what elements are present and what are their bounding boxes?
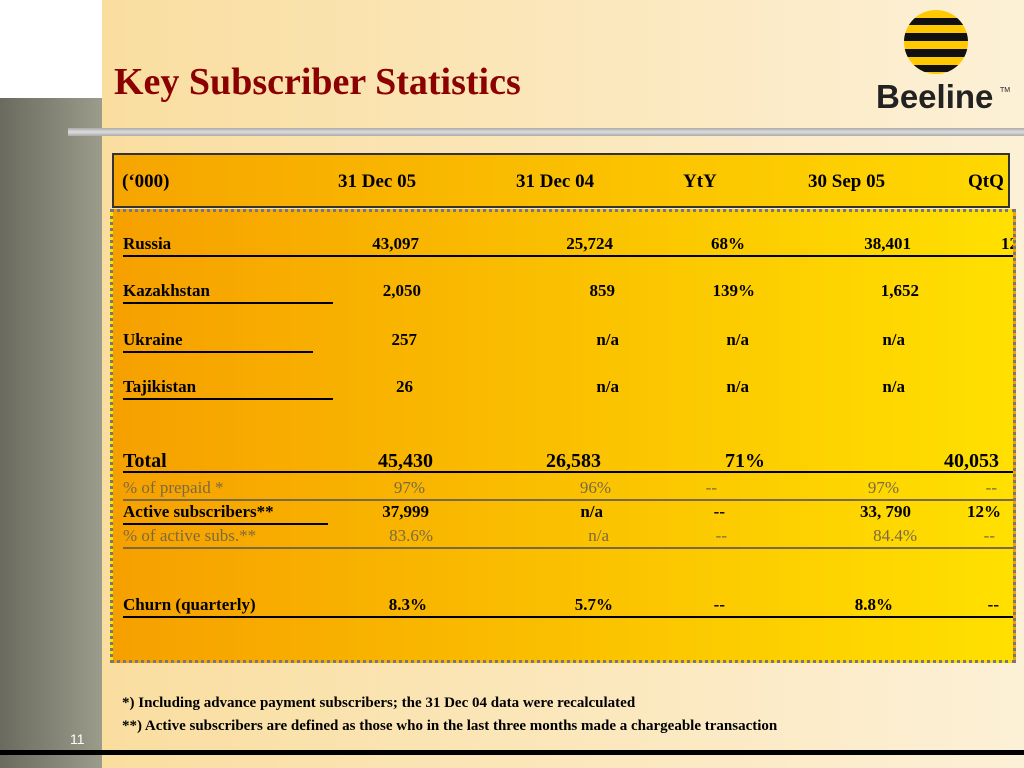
cell: 84.4% [873,526,917,545]
cell: 38,401 [864,234,911,253]
row-rule [123,547,1013,549]
row-label: Ukraine [123,330,183,349]
logo-mark: TM [1000,87,1010,94]
cell: 68% [711,234,745,253]
header-row: (‘000) 31 Dec 05 31 Dec 04 YtY 30 Sep 05 QtQ [112,153,1010,208]
cell: 8.8% [854,595,893,614]
row-rule [123,499,1013,501]
title: Key Subscriber Statistics [114,61,521,103]
row-rule [123,523,328,525]
cell: 12% [1001,234,1013,253]
row-label: Russia [123,234,172,253]
column-header: 31 Dec 05 [338,171,417,192]
cell: 12% [967,502,1001,521]
table-row: % of prepaid * 97% 96% -- 97% -- [123,478,1013,501]
bottom-bar [0,750,1024,755]
cell: n/a [882,377,905,396]
table-row: % of active subs.** 83.6% n/a -- 84.4% -- [123,526,1013,549]
cell: 97% [393,478,425,497]
row-label: Total [123,450,167,472]
cell: n/a [596,377,619,396]
cell: -- [705,478,717,497]
row-rule [123,471,1013,473]
table-row: Total 45,430 26,583 71% 40,053 [123,450,1013,473]
row-label: Kazakhstan [123,281,210,300]
cell: 139% [712,281,756,300]
side-panel [0,98,102,768]
column-header: QtQ [968,171,1004,192]
cell: 45,430 [378,450,433,472]
row-label: Tajikistan [123,377,197,396]
row-label: Churn (quarterly) [123,595,256,614]
cell: -- [983,526,995,545]
cell: -- [987,595,999,614]
cell: -- [985,478,997,497]
cell: n/a [596,330,619,349]
table-row: Russia 43,097 25,724 68% 38,401 12% [123,234,1013,257]
cell: 25,724 [566,234,613,253]
rule [68,128,1024,136]
corner [0,0,102,98]
cell: 5.7% [574,595,613,614]
table-body: Russia 43,097 25,724 68% 38,401 12% Kazakhstan… [110,209,1016,663]
cell: 83.6% [389,526,433,545]
logo-text: Beeline [876,78,993,114]
cell: 71% [725,450,765,472]
table-row: Active subscribers** 37,999 n/a -- 33, 790 12… [123,502,1013,525]
row-label: % of prepaid * [123,478,224,497]
cell: 96% [579,478,611,497]
cell: 37,999 [382,502,429,521]
column-header: 30 Sep 05 [808,171,886,192]
cell: 33, 790 [860,502,911,521]
cell: -- [713,595,725,614]
logo: Beeline TM [876,10,1010,114]
row-rule [123,351,313,353]
footnote: *) Including advance payment subscribers… [122,695,636,711]
cell: n/a [726,330,749,349]
row-rule [123,302,333,304]
footnote: **) Active subscribers are defined as th… [122,718,778,734]
slide-number: 11 [70,731,85,747]
cell: 40,053 [944,450,999,472]
cell: 97% [867,478,899,497]
cell: 26,583 [546,450,601,472]
cell: 26 [396,377,413,396]
cell: 257 [391,330,418,349]
cell: 859 [589,281,616,300]
cell: n/a [580,502,603,521]
column-header: (‘000) [122,171,170,192]
table-row: Churn (quarterly) 8.3% 5.7% -- 8.8% -- [123,595,1013,618]
row-label: % of active subs.** [123,526,257,545]
cell: 1,652 [880,281,919,300]
cell: 2,050 [382,281,421,300]
cell: 8.3% [388,595,427,614]
column-header: YtY [683,171,717,192]
cell: 43,097 [372,234,419,253]
column-header: 31 Dec 04 [516,171,595,192]
cell: -- [713,502,725,521]
cell: n/a [726,377,749,396]
row-label: Active subscribers** [123,502,274,521]
row-rule [123,398,333,400]
cell: n/a [882,330,905,349]
row-rule [123,616,1013,618]
cell: n/a [588,526,609,545]
row-rule [123,255,1013,257]
cell: -- [715,526,727,545]
